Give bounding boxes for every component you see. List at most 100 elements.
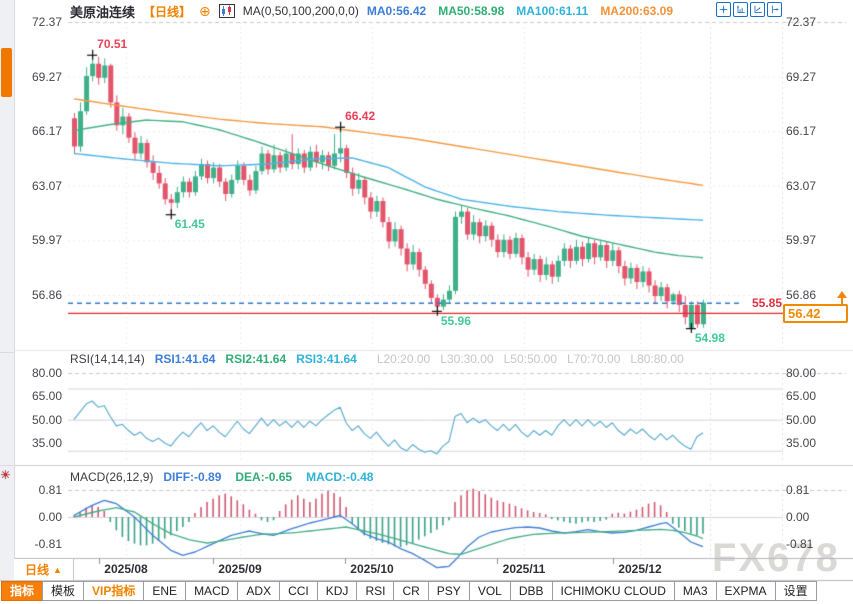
tab-DBB[interactable]: DBB	[509, 581, 553, 601]
tab-EXPMA[interactable]: EXPMA	[715, 581, 776, 601]
tab-VIP指标[interactable]: VIP指标	[83, 581, 145, 601]
rsi-level-list: L20:20.00 L30:30.00 L50:50.00 L70:70.00 L80:…	[377, 352, 694, 366]
tab-ENE[interactable]: ENE	[143, 581, 187, 601]
active-tool-indicator[interactable]	[1, 48, 12, 97]
left-toolbar: ☀	[0, 0, 15, 580]
price-up-arrow-icon	[837, 291, 847, 304]
rsi-value: RSI2:41.64	[225, 352, 287, 366]
axis-label: 56.86	[31, 288, 62, 303]
axis-label: 0.81	[38, 483, 62, 497]
tab-PSY[interactable]: PSY	[427, 581, 470, 601]
axis-label: 80.00	[31, 366, 62, 380]
chart-toolbar	[716, 2, 782, 17]
rsi-value: RSI1:41.64	[154, 352, 216, 366]
month-label: 2025/12	[618, 562, 662, 576]
rsi-formula: RSI(14,14,14)	[70, 352, 145, 366]
price-annotation: 70.51	[97, 36, 128, 51]
tab-CR[interactable]: CR	[393, 581, 429, 601]
tab-KDJ[interactable]: KDJ	[316, 581, 358, 601]
axis-label: 50.00	[31, 412, 62, 427]
axis-label: 59.97	[786, 233, 817, 248]
tab-MACD[interactable]: MACD	[185, 581, 239, 601]
month-label: 2025/09	[218, 562, 262, 576]
tab-ADX[interactable]: ADX	[237, 581, 281, 601]
macd-value: MACD:-0.48	[306, 470, 374, 484]
rsi-value: RSI3:41.64	[296, 352, 357, 366]
tab-MA3[interactable]: MA3	[673, 581, 717, 601]
axis-label: 69.27	[31, 69, 62, 84]
macd-formula: MACD(26,12,9)	[70, 470, 154, 484]
axis-label: 65.00	[786, 389, 817, 404]
axis-label: 50.00	[786, 412, 817, 427]
axis-label: 59.97	[31, 233, 62, 248]
ma-value: MA50:58.98	[438, 4, 505, 18]
axis-label: 80.00	[786, 366, 817, 380]
zoom-data-icon[interactable]	[750, 2, 765, 17]
macd-value: DIFF:-0.89	[163, 470, 222, 484]
macd-header: MACD(26,12,9) DIFF:-0.89 DEA:-0.65 MACD:-0…	[70, 470, 387, 484]
axis-label: 72.37	[31, 15, 62, 29]
tab-CCI[interactable]: CCI	[279, 581, 318, 601]
last-price-box: 56.42	[783, 304, 848, 323]
period-button[interactable]: 日线 ▲	[14, 559, 74, 580]
axis-label: 35.00	[786, 436, 817, 450]
price-annotation: 61.45	[174, 217, 205, 232]
alert-price-label: 55.85	[751, 296, 782, 310]
tab-设置[interactable]: 设置	[774, 581, 817, 601]
axis-label: -0.81	[786, 536, 814, 551]
candlestick-chart-icon	[218, 4, 235, 18]
axis-label: 66.17	[786, 124, 817, 139]
axis-label: 63.07	[31, 178, 62, 193]
rsi-level: L20:20.00	[376, 352, 431, 366]
ma-formula: MA(0,50,100,200,0,0)	[242, 4, 359, 18]
ma-value: MA0:56.42	[366, 4, 427, 18]
macd-value-list: DIFF:-0.89 DEA:-0.65 MACD:-0.48	[163, 470, 387, 484]
macd-value: DEA:-0.65	[235, 470, 293, 484]
axis-label: 0.81	[786, 483, 810, 497]
axis-label: 72.37	[786, 15, 817, 29]
price-annotation: 54.98	[694, 331, 725, 346]
tab-VOL[interactable]: VOL	[468, 581, 511, 601]
add-indicator-icon[interactable]: ⊕	[199, 3, 211, 19]
price-annotation: 55.96	[440, 313, 471, 328]
move-crosshair-icon[interactable]	[716, 2, 731, 17]
axis-label: 63.07	[786, 178, 817, 193]
rsi-level: L80:80.00	[630, 352, 684, 366]
ma-value: MA100:61.11	[516, 4, 589, 18]
rsi-value-list: RSI1:41.64 RSI2:41.64 RSI3:41.64	[155, 352, 367, 366]
indicator-tabbar: 指标 模板 VIP指标 ENE MACD ADX CCI KDJ RSI CR PSY VOL DBB I…	[1, 581, 817, 603]
chevron-up-icon: ▲	[53, 564, 62, 575]
axis-label: 69.27	[786, 69, 817, 84]
month-label: 2025/08	[104, 562, 148, 576]
rsi-level: L30:30.00	[440, 352, 494, 366]
rsi-level: L70:70.00	[567, 352, 621, 366]
ma-value-list: MA0:56.42 MA50:58.98 MA100:61.11 MA200:63.0…	[367, 4, 685, 18]
zoom-y-axis-icon[interactable]	[733, 2, 748, 17]
rsi-level: L50:50.00	[503, 352, 557, 366]
toolbar-divider	[0, 352, 14, 353]
axis-label: 56.86	[786, 288, 817, 303]
price-annotation: 66.42	[345, 108, 376, 123]
axis-label: 66.17	[31, 124, 62, 139]
pan-right-icon[interactable]	[767, 2, 782, 17]
hot-marker-icon[interactable]: ☀	[0, 468, 11, 482]
symbol-title: 美原油连续	[70, 4, 136, 20]
ma-value: MA200:63.09	[600, 4, 674, 18]
tab-指标[interactable]: 指标	[1, 581, 44, 601]
month-label: 2025/11	[502, 562, 546, 576]
toolbar-divider	[0, 465, 14, 466]
rsi-header: RSI(14,14,14) RSI1:41.64 RSI2:41.64 RSI3:4…	[70, 352, 694, 366]
axis-label: 65.00	[31, 389, 62, 404]
period-button-label: 日线	[25, 563, 50, 577]
month-label: 2025/10	[350, 562, 394, 576]
axis-label: 0.00	[786, 510, 810, 524]
period-tag: 【日线】	[143, 4, 192, 19]
chart-header: 美原油连续 【日线】 ⊕ MA(0,50,100,200,0,0) MA0:56…	[70, 3, 685, 20]
tab-RSI[interactable]: RSI	[356, 581, 395, 601]
axis-label: 0.00	[38, 510, 62, 524]
tab-模板[interactable]: 模板	[42, 581, 85, 601]
axis-label: -0.81	[34, 536, 62, 551]
tab-ICHIMOKU CLOUD[interactable]: ICHIMOKU CLOUD	[551, 581, 675, 601]
